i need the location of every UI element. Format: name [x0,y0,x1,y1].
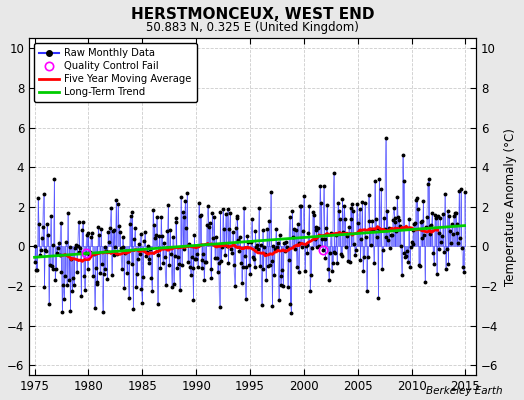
Text: Berkeley Earth: Berkeley Earth [427,386,503,396]
Y-axis label: Temperature Anomaly (°C): Temperature Anomaly (°C) [504,128,517,286]
Title: HERSTMONCEUX, WEST END: HERSTMONCEUX, WEST END [131,7,375,22]
Legend: Raw Monthly Data, Quality Control Fail, Five Year Moving Average, Long-Term Tren: Raw Monthly Data, Quality Control Fail, … [34,43,196,102]
Text: 50.883 N, 0.325 E (United Kingdom): 50.883 N, 0.325 E (United Kingdom) [146,21,359,34]
